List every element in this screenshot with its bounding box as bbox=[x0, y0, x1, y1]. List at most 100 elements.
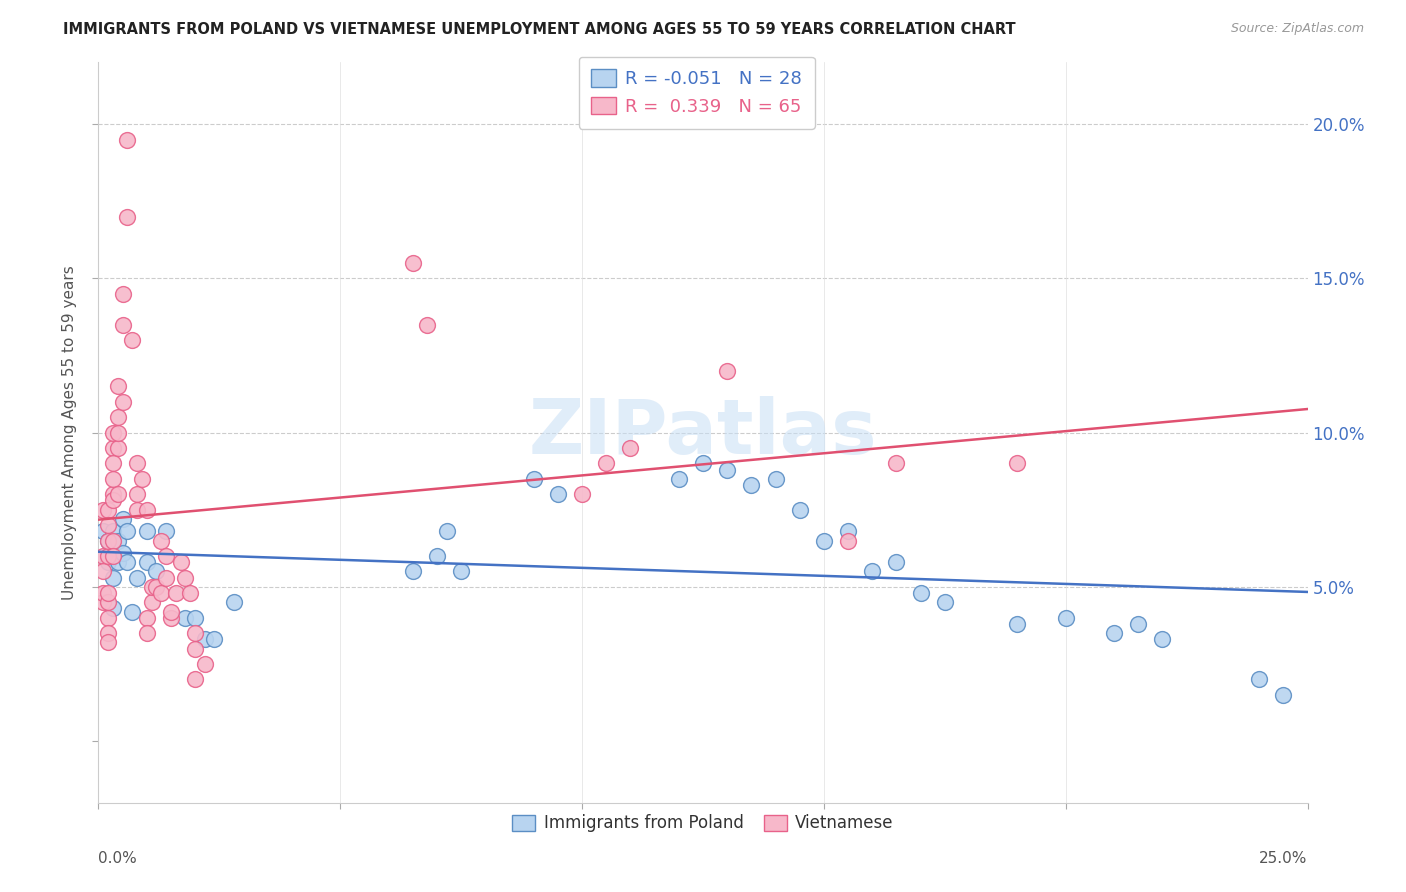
Point bbox=[155, 571, 177, 585]
Point bbox=[789, 502, 811, 516]
Point bbox=[101, 533, 124, 548]
Point bbox=[101, 425, 124, 440]
Point bbox=[101, 571, 124, 585]
Point bbox=[111, 394, 134, 409]
Point bbox=[668, 472, 690, 486]
Point bbox=[222, 595, 245, 609]
Point bbox=[97, 518, 120, 533]
Point bbox=[97, 610, 120, 624]
Point bbox=[111, 546, 134, 560]
Point bbox=[194, 657, 217, 671]
Point bbox=[91, 502, 114, 516]
Point bbox=[91, 549, 114, 563]
Point bbox=[107, 410, 129, 425]
Point bbox=[174, 571, 197, 585]
Point bbox=[571, 487, 593, 501]
Point bbox=[107, 533, 129, 548]
Point bbox=[97, 549, 120, 563]
Point bbox=[169, 555, 191, 569]
Point bbox=[1007, 616, 1029, 631]
Point bbox=[101, 472, 124, 486]
Point bbox=[204, 632, 226, 647]
Point bbox=[101, 493, 124, 508]
Point bbox=[97, 635, 120, 649]
Point bbox=[145, 565, 167, 579]
Point bbox=[97, 626, 120, 640]
Point bbox=[837, 524, 859, 539]
Point bbox=[837, 533, 859, 548]
Point bbox=[101, 549, 124, 563]
Point bbox=[402, 256, 425, 270]
Point bbox=[934, 595, 956, 609]
Point bbox=[135, 524, 157, 539]
Point bbox=[117, 210, 139, 224]
Point bbox=[416, 318, 439, 332]
Point bbox=[436, 524, 458, 539]
Text: ZIPatlas: ZIPatlas bbox=[529, 396, 877, 469]
Point bbox=[886, 457, 908, 471]
Point bbox=[101, 524, 124, 539]
Text: 0.0%: 0.0% bbox=[98, 851, 138, 866]
Point bbox=[101, 601, 124, 615]
Point bbox=[107, 487, 129, 501]
Point bbox=[765, 472, 787, 486]
Point bbox=[127, 502, 149, 516]
Point bbox=[886, 555, 908, 569]
Point bbox=[619, 441, 641, 455]
Point bbox=[101, 487, 124, 501]
Point bbox=[426, 549, 449, 563]
Point bbox=[184, 626, 207, 640]
Point bbox=[107, 425, 129, 440]
Point bbox=[121, 333, 143, 347]
Point bbox=[135, 502, 157, 516]
Point bbox=[97, 595, 120, 609]
Point bbox=[117, 555, 139, 569]
Point bbox=[91, 586, 114, 600]
Point bbox=[135, 626, 157, 640]
Point bbox=[111, 318, 134, 332]
Point bbox=[107, 555, 129, 569]
Point bbox=[402, 565, 425, 579]
Point bbox=[1007, 457, 1029, 471]
Point bbox=[97, 502, 120, 516]
Point bbox=[150, 533, 173, 548]
Point bbox=[595, 457, 617, 471]
Text: Source: ZipAtlas.com: Source: ZipAtlas.com bbox=[1230, 22, 1364, 36]
Point bbox=[160, 605, 183, 619]
Point bbox=[184, 610, 207, 624]
Point bbox=[179, 586, 201, 600]
Text: 25.0%: 25.0% bbox=[1260, 851, 1308, 866]
Point bbox=[127, 487, 149, 501]
Point bbox=[450, 565, 472, 579]
Legend: Immigrants from Poland, Vietnamese: Immigrants from Poland, Vietnamese bbox=[506, 807, 900, 838]
Point bbox=[127, 571, 149, 585]
Point bbox=[165, 586, 187, 600]
Point bbox=[813, 533, 835, 548]
Y-axis label: Unemployment Among Ages 55 to 59 years: Unemployment Among Ages 55 to 59 years bbox=[62, 265, 77, 600]
Point bbox=[131, 472, 153, 486]
Point bbox=[121, 605, 143, 619]
Point bbox=[1128, 616, 1150, 631]
Point bbox=[740, 478, 762, 492]
Point bbox=[91, 565, 114, 579]
Point bbox=[135, 555, 157, 569]
Point bbox=[1249, 673, 1271, 687]
Point bbox=[145, 580, 167, 594]
Point bbox=[155, 549, 177, 563]
Point bbox=[860, 565, 883, 579]
Point bbox=[155, 524, 177, 539]
Point bbox=[910, 586, 932, 600]
Point bbox=[184, 673, 207, 687]
Point bbox=[692, 457, 714, 471]
Point bbox=[194, 632, 217, 647]
Text: IMMIGRANTS FROM POLAND VS VIETNAMESE UNEMPLOYMENT AMONG AGES 55 TO 59 YEARS CORR: IMMIGRANTS FROM POLAND VS VIETNAMESE UNE… bbox=[63, 22, 1017, 37]
Point bbox=[127, 457, 149, 471]
Point bbox=[1152, 632, 1174, 647]
Point bbox=[97, 586, 120, 600]
Point bbox=[97, 555, 120, 569]
Point bbox=[160, 610, 183, 624]
Point bbox=[111, 512, 134, 526]
Point bbox=[174, 610, 197, 624]
Point bbox=[1054, 610, 1077, 624]
Point bbox=[91, 524, 114, 539]
